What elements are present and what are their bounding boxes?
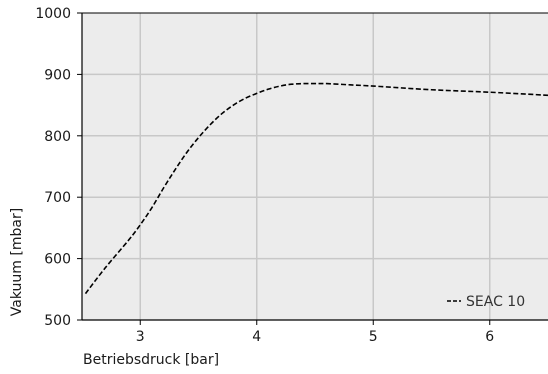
legend: SEAC 10 xyxy=(447,294,525,310)
grid xyxy=(82,13,548,320)
legend-entry: SEAC 10 xyxy=(466,294,525,310)
plot-background xyxy=(82,13,548,320)
x-tick-label: 3 xyxy=(136,329,145,345)
y-tick-label: 700 xyxy=(44,190,71,206)
x-axis-label: Betriebsdruck [bar] xyxy=(83,352,219,368)
x-tick-label: 4 xyxy=(252,329,261,345)
tick-labels: 3 4 5 6 500 600 700 800 900 1000 xyxy=(35,6,494,345)
y-tick-label: 500 xyxy=(44,313,71,329)
y-tick-label: 900 xyxy=(44,67,71,83)
x-tick-label: 5 xyxy=(369,329,378,345)
series-line xyxy=(84,82,548,295)
y-axis-label: Vakuum [mbar] xyxy=(9,208,25,316)
y-tick-label: 1000 xyxy=(35,6,71,22)
y-tick-label: 800 xyxy=(44,129,71,145)
y-tick-label: 600 xyxy=(44,252,71,268)
series-group xyxy=(84,82,548,295)
x-tick-label: 6 xyxy=(485,329,494,345)
